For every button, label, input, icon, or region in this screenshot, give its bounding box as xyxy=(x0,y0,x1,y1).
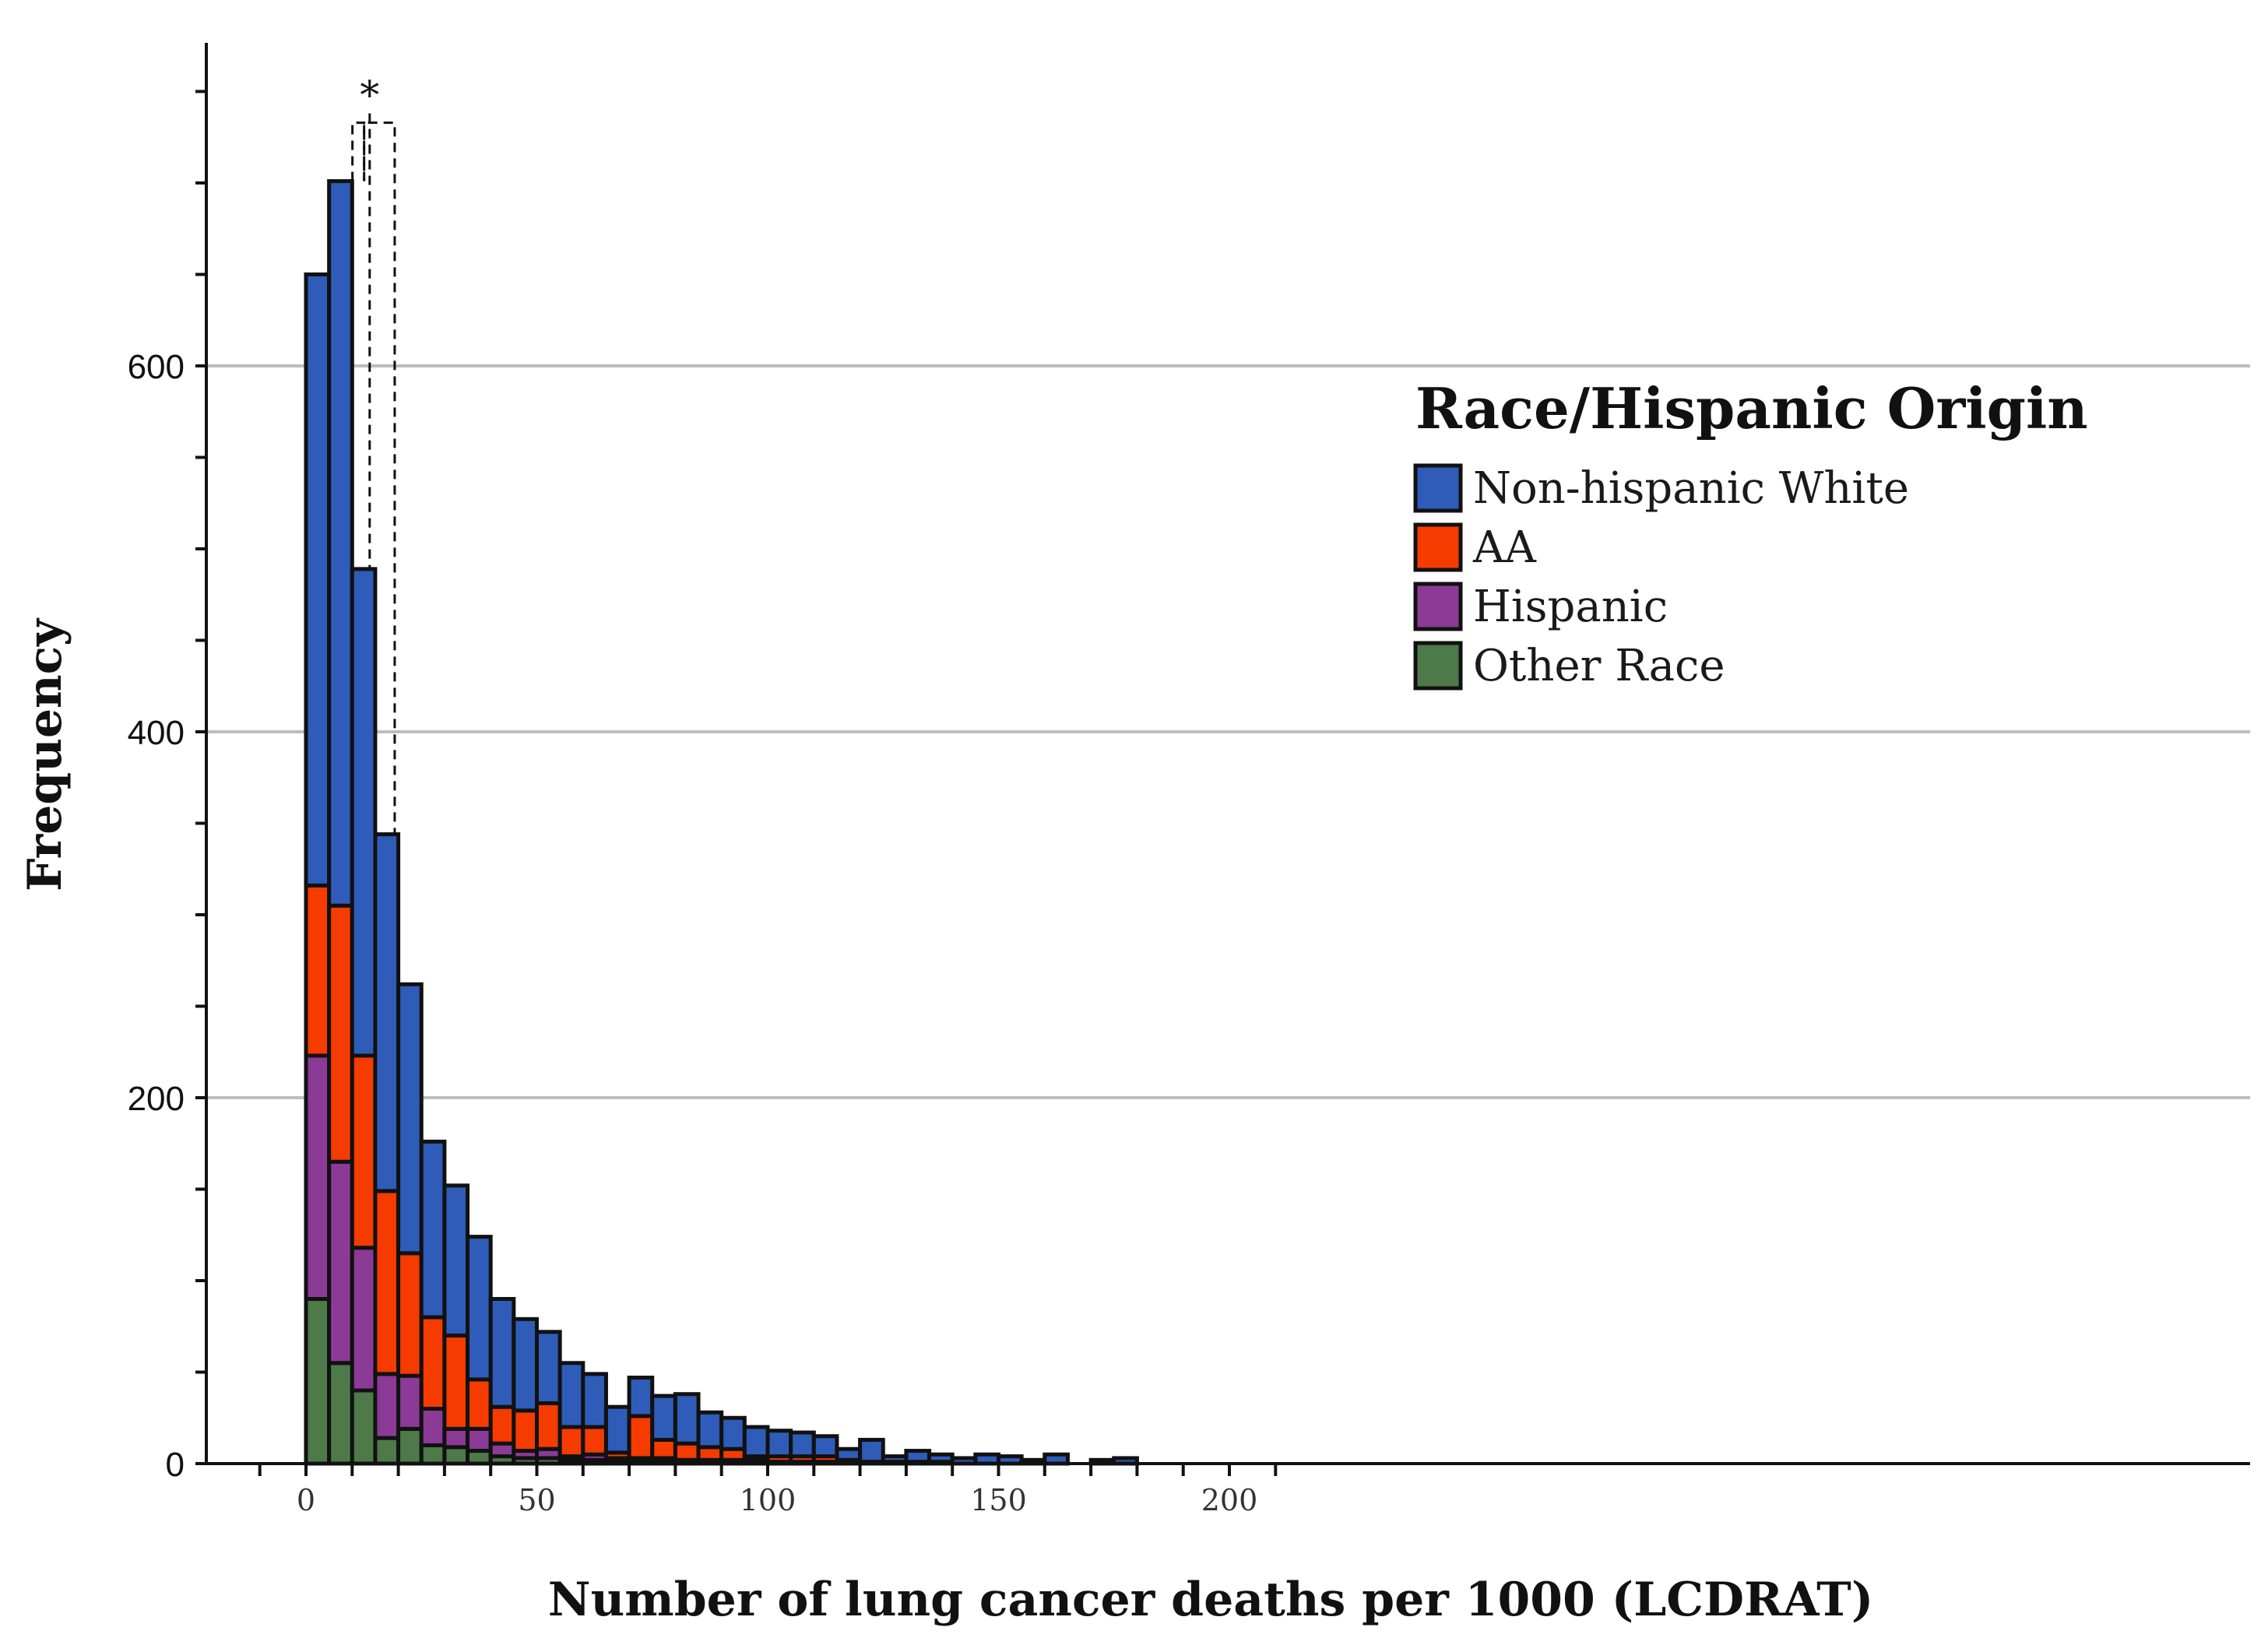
bar-segment-non-hispanic-white-bin-27 xyxy=(927,1452,955,1464)
bar-segment-aa-bin-10 xyxy=(535,1401,562,1451)
bar-segment-non-hispanic-white-bin-1 xyxy=(327,179,354,908)
bar-segment-non-hispanic-white-bin-23 xyxy=(835,1446,863,1462)
bar-segment-aa-bin-3 xyxy=(373,1189,401,1376)
bar-segment-aa-bin-6 xyxy=(442,1334,470,1431)
bar-segment-aa-bin-2 xyxy=(350,1053,378,1250)
bar-segment-non-hispanic-white-bin-24 xyxy=(858,1437,885,1464)
bar-segment-non-hispanic-white-bin-13 xyxy=(603,1404,631,1455)
axes: 0 200 400 600 0 50 100 150 200 xyxy=(128,43,2250,1517)
bar-segment-non-hispanic-white-bin-17 xyxy=(696,1410,724,1450)
bar-segment-other-race-bin-2 xyxy=(350,1388,378,1466)
x-tick-label-100: 100 xyxy=(740,1483,796,1517)
bar-segment-non-hispanic-white-bin-12 xyxy=(581,1372,608,1429)
bar-segment-aa-bin-16 xyxy=(673,1441,701,1462)
y-tick-label-200: 200 xyxy=(128,1080,185,1118)
legend-swatch-non-hispanic-white xyxy=(1413,463,1463,513)
bar-segment-non-hispanic-white-bin-26 xyxy=(904,1449,932,1464)
bar-segment-aa-bin-8 xyxy=(488,1404,516,1446)
bar-segment-other-race-bin-4 xyxy=(396,1426,424,1466)
legend-swatch-hispanic xyxy=(1413,582,1463,631)
bar-segment-non-hispanic-white-bin-0 xyxy=(304,272,332,888)
bars-layer xyxy=(304,179,1139,1466)
bar-segment-hispanic-bin-2 xyxy=(350,1246,378,1393)
legend-swatch-other-race xyxy=(1413,641,1463,691)
x-tick-label-0: 0 xyxy=(297,1483,315,1517)
bar-segment-other-race-bin-1 xyxy=(327,1361,354,1466)
bracket-left-leg xyxy=(351,121,366,181)
x-tick-label-150: 150 xyxy=(970,1483,1027,1517)
bar-segment-hispanic-bin-6 xyxy=(442,1426,470,1450)
legend-swatch-aa xyxy=(1413,522,1463,572)
bar-segment-non-hispanic-white-bin-4 xyxy=(396,982,424,1256)
bar-segment-non-hispanic-white-bin-2 xyxy=(350,567,378,1058)
x-tick-label-200: 200 xyxy=(1201,1483,1258,1517)
bar-segment-aa-bin-11 xyxy=(557,1425,585,1459)
bar-segment-hispanic-bin-1 xyxy=(327,1159,354,1366)
bar-segment-non-hispanic-white-bin-14 xyxy=(627,1376,655,1418)
bar-segment-aa-bin-9 xyxy=(512,1408,539,1453)
legend-label-hispanic: Hispanic xyxy=(1473,582,1668,632)
bar-segment-non-hispanic-white-bin-5 xyxy=(419,1139,447,1320)
bar-segment-non-hispanic-white-bin-22 xyxy=(811,1434,839,1459)
bar-segment-aa-bin-4 xyxy=(396,1251,424,1378)
x-tick-label-50: 50 xyxy=(518,1483,555,1517)
y-tick-label-400: 400 xyxy=(128,714,185,752)
legend: Race/Hispanic Origin Non-hispanic White A… xyxy=(1413,375,2088,691)
bar-segment-non-hispanic-white-bin-10 xyxy=(535,1330,562,1405)
bar-segment-aa-bin-12 xyxy=(581,1425,608,1457)
bar-segment-non-hispanic-white-bin-20 xyxy=(765,1429,793,1459)
bar-segment-aa-bin-0 xyxy=(304,883,332,1058)
bar-segment-non-hispanic-white-bin-11 xyxy=(557,1361,585,1429)
bar-segment-aa-bin-5 xyxy=(419,1315,447,1411)
bar-segment-non-hispanic-white-bin-21 xyxy=(789,1430,816,1459)
x-axis-title: Number of lung cancer deaths per 1000 (L… xyxy=(548,1573,1873,1627)
bar-segment-other-race-bin-5 xyxy=(419,1443,447,1466)
bar-segment-non-hispanic-white-bin-16 xyxy=(673,1392,701,1446)
bar-segment-hispanic-bin-0 xyxy=(304,1053,332,1301)
legend-label-other-race: Other Race xyxy=(1473,641,1725,691)
grid-lines xyxy=(206,364,2250,1099)
bar-segment-hispanic-bin-7 xyxy=(466,1426,493,1453)
legend-label-non-hispanic-white: Non-hispanic White xyxy=(1473,463,1909,514)
significance-annotation: * xyxy=(351,73,396,835)
bar-segment-non-hispanic-white-bin-18 xyxy=(719,1415,747,1451)
bar-segment-hispanic-bin-3 xyxy=(373,1372,401,1440)
bar-segment-aa-bin-7 xyxy=(466,1377,493,1431)
bar-segment-hispanic-bin-5 xyxy=(419,1407,447,1447)
bar-segment-other-race-bin-6 xyxy=(442,1445,470,1466)
bar-segment-non-hispanic-white-bin-9 xyxy=(512,1316,539,1413)
bar-segment-other-race-bin-3 xyxy=(373,1436,401,1466)
bar-segment-non-hispanic-white-bin-6 xyxy=(442,1183,470,1338)
bar-segment-non-hispanic-white-bin-7 xyxy=(466,1235,493,1382)
y-tick-label-0: 0 xyxy=(166,1446,185,1484)
legend-title: Race/Hispanic Origin xyxy=(1415,375,2088,441)
bracket-main xyxy=(363,121,396,835)
bar-segment-non-hispanic-white-bin-3 xyxy=(373,832,401,1193)
significance-star: * xyxy=(360,73,379,118)
bar-segment-hispanic-bin-4 xyxy=(396,1373,424,1431)
bar-segment-aa-bin-1 xyxy=(327,903,354,1164)
bar-segment-non-hispanic-white-bin-15 xyxy=(650,1394,677,1442)
bar-segment-non-hispanic-white-bin-19 xyxy=(742,1425,770,1459)
legend-label-aa: AA xyxy=(1472,522,1536,573)
bar-segment-non-hispanic-white-bin-8 xyxy=(488,1297,516,1409)
bar-segment-aa-bin-14 xyxy=(627,1414,655,1460)
bar-segment-aa-bin-15 xyxy=(650,1437,677,1460)
bar-segment-other-race-bin-0 xyxy=(304,1297,332,1466)
bar-segment-non-hispanic-white-bin-25 xyxy=(881,1454,909,1464)
y-tick-label-600: 600 xyxy=(128,348,185,386)
y-axis-title: Frequency xyxy=(18,617,72,891)
